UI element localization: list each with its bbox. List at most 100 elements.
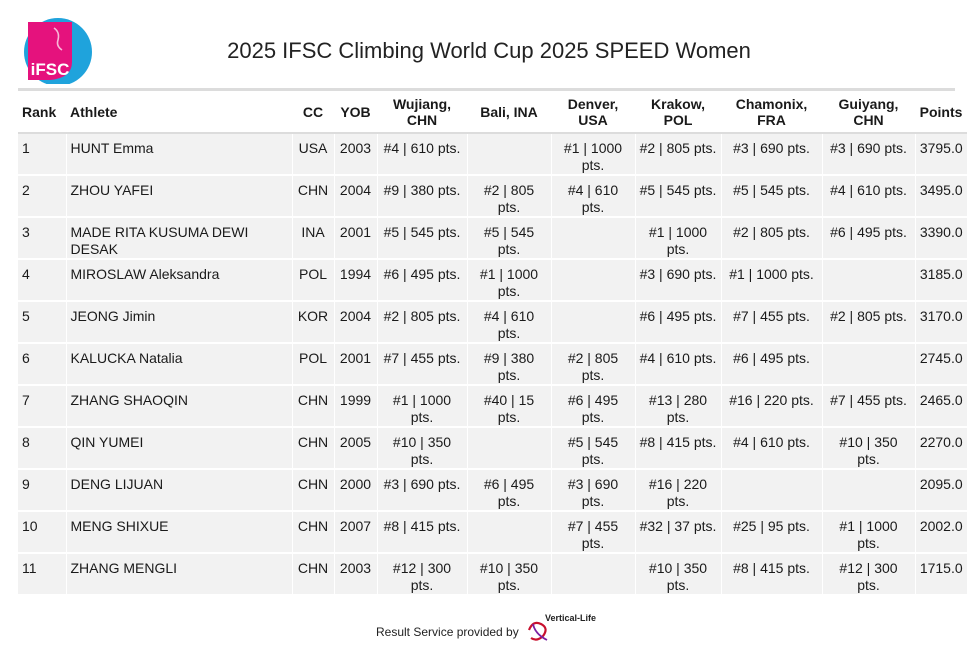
page-title: 2025 IFSC Climbing World Cup 2025 SPEED … (227, 38, 751, 63)
table-row: 8 QIN YUMEI CHN 2005 #10 | 350 pts. #5 | 545 … (18, 426, 967, 469)
cell-rank: 3 (18, 216, 66, 259)
cell-athlete: MIROSLAW Aleksandra (65, 258, 292, 301)
cell-krakow: #3 | 690 pts. (634, 258, 721, 301)
cell-guiyang (821, 468, 915, 511)
cell-athlete: KALUCKA Natalia (65, 342, 292, 385)
cell-denver: #2 | 805 pts. (550, 342, 635, 385)
cell-krakow: #8 | 415 pts. (634, 426, 721, 469)
cell-bali: #1 | 1000 pts. (466, 258, 551, 301)
col-points: Points (915, 92, 967, 134)
cell-points: 3170.0 (914, 300, 967, 343)
cell-denver: #6 | 495 pts. (550, 384, 635, 427)
col-chamonix: Chamonix, FRA (721, 92, 822, 134)
cell-cc: INA (291, 216, 334, 259)
cell-yob: 2001 (333, 216, 377, 259)
ifsc-logo-text: iFSC (31, 60, 70, 79)
col-bali: Bali, INA (467, 92, 551, 134)
cell-denver (550, 216, 635, 259)
col-cc: CC (292, 92, 334, 134)
cell-cc: CHN (291, 552, 334, 594)
cell-wujiang: #10 | 350 pts. (376, 426, 467, 469)
cell-krakow: #2 | 805 pts. (634, 132, 721, 175)
cell-cc: KOR (291, 300, 334, 343)
cell-guiyang: #6 | 495 pts. (821, 216, 915, 259)
cell-yob: 2003 (333, 132, 377, 175)
cell-yob: 1999 (333, 384, 377, 427)
cell-chamonix: #2 | 805 pts. (720, 216, 822, 259)
cell-points: 2002.0 (914, 510, 967, 553)
cell-athlete: ZHOU YAFEI (65, 174, 292, 217)
cell-cc: CHN (291, 510, 334, 553)
cell-krakow: #13 | 280 pts. (634, 384, 721, 427)
cell-chamonix: #25 | 95 pts. (720, 510, 822, 553)
cell-denver: #5 | 545 pts. (550, 426, 635, 469)
cell-bali: #2 | 805 pts. (466, 174, 551, 217)
cell-guiyang: #10 | 350 pts. (821, 426, 915, 469)
cell-wujiang: #7 | 455 pts. (376, 342, 467, 385)
cell-wujiang: #4 | 610 pts. (376, 132, 467, 175)
cell-bali: #4 | 610 pts. (466, 300, 551, 343)
cell-chamonix (720, 468, 822, 511)
cell-yob: 1994 (333, 258, 377, 301)
cell-rank: 7 (18, 384, 66, 427)
cell-bali (466, 510, 551, 553)
cell-rank: 2 (18, 174, 66, 217)
cell-rank: 9 (18, 468, 66, 511)
cell-points: 3185.0 (914, 258, 967, 301)
cell-athlete: QIN YUMEI (65, 426, 292, 469)
cell-athlete: HUNT Emma (65, 132, 292, 175)
table-row: 2 ZHOU YAFEI CHN 2004 #9 | 380 pts. #2 | 805 … (18, 174, 967, 217)
cell-chamonix: #3 | 690 pts. (720, 132, 822, 175)
cell-krakow: #10 | 350 pts. (634, 552, 721, 594)
cell-wujiang: #9 | 380 pts. (376, 174, 467, 217)
cell-denver (550, 552, 635, 594)
cell-rank: 1 (18, 132, 66, 175)
cell-denver: #7 | 455 pts. (550, 510, 635, 553)
col-wujiang: Wujiang, CHN (377, 92, 467, 134)
cell-chamonix: #7 | 455 pts. (720, 300, 822, 343)
cell-chamonix: #8 | 415 pts. (720, 552, 822, 594)
cell-rank: 10 (18, 510, 66, 553)
header-rule (18, 88, 955, 91)
cell-points: 3495.0 (914, 174, 967, 217)
cell-points: 3390.0 (914, 216, 967, 259)
cell-yob: 2000 (333, 468, 377, 511)
cell-guiyang (821, 258, 915, 301)
cell-denver (550, 300, 635, 343)
cell-bali (466, 132, 551, 175)
vertical-life-logo: Vertical-Life (527, 613, 596, 641)
cell-denver: #3 | 690 pts. (550, 468, 635, 511)
col-rank: Rank (18, 92, 66, 134)
cell-yob: 2004 (333, 174, 377, 217)
cell-cc: POL (291, 258, 334, 301)
cell-denver: #1 | 1000 pts. (550, 132, 635, 175)
table-row: 10 MENG SHIXUE CHN 2007 #8 | 415 pts. #7 | 45… (18, 510, 967, 553)
cell-wujiang: #1 | 1000 pts. (376, 384, 467, 427)
cell-wujiang: #5 | 545 pts. (376, 216, 467, 259)
table-row: 3 MADE RITA KUSUMA DEWI DESAK INA 2001 #5 | … (18, 216, 967, 259)
cell-guiyang: #3 | 690 pts. (821, 132, 915, 175)
cell-rank: 5 (18, 300, 66, 343)
cell-chamonix: #5 | 545 pts. (720, 174, 822, 217)
cell-rank: 8 (18, 426, 66, 469)
cell-wujiang: #12 | 300 pts. (376, 552, 467, 594)
cell-athlete: DENG LIJUAN (65, 468, 292, 511)
cell-bali: #9 | 380 pts. (466, 342, 551, 385)
cell-krakow: #16 | 220 pts. (634, 468, 721, 511)
cell-rank: 4 (18, 258, 66, 301)
cell-wujiang: #8 | 415 pts. (376, 510, 467, 553)
cell-bali (466, 426, 551, 469)
cell-points: 2270.0 (914, 426, 967, 469)
cell-athlete: MADE RITA KUSUMA DEWI DESAK (65, 216, 292, 259)
cell-points: 2465.0 (914, 384, 967, 427)
cell-cc: POL (291, 342, 334, 385)
cell-yob: 2003 (333, 552, 377, 594)
cell-athlete: ZHANG MENGLI (65, 552, 292, 594)
results-table: Rank Athlete CC YOB Wujiang, CHN Bali, I… (18, 92, 967, 594)
col-yob: YOB (334, 92, 377, 134)
cell-points: 2095.0 (914, 468, 967, 511)
cell-denver: #4 | 610 pts. (550, 174, 635, 217)
cell-rank: 6 (18, 342, 66, 385)
cell-guiyang: #12 | 300 pts. (821, 552, 915, 594)
cell-rank: 11 (18, 552, 66, 594)
